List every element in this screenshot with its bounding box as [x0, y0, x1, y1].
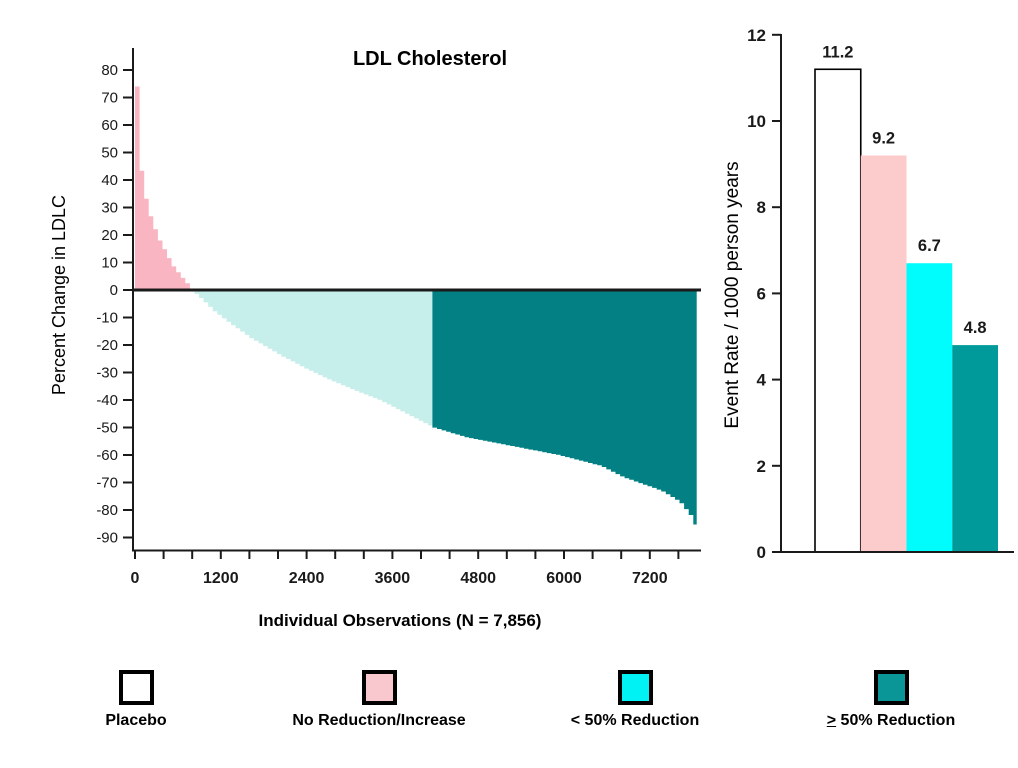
y-tick-label: -70 [96, 475, 118, 492]
x-tick-label: 2400 [289, 570, 325, 587]
legend-item-placebo: Placebo [26, 670, 246, 730]
y-tick-label: 0 [757, 543, 766, 562]
x-tick-label: 4800 [460, 570, 496, 587]
bar-value-label: 4.8 [964, 319, 987, 337]
x-tick-label: 1200 [203, 570, 239, 587]
legend-item--50-reduction: > 50% Reduction [781, 670, 1001, 730]
legend-label: Placebo [105, 712, 167, 729]
y-tick-label: -60 [96, 447, 118, 464]
legend-item--50-reduction: < 50% Reduction [525, 670, 745, 730]
area-lt50-reduction [194, 290, 433, 426]
area-no-reduction [135, 86, 195, 290]
y-tick-label: 0 [110, 282, 118, 299]
legend-swatch [617, 670, 653, 705]
y-tick-label: -20 [96, 337, 118, 354]
y-tick-label: -80 [96, 502, 118, 519]
y-tick-label: 12 [747, 26, 766, 45]
x-tick-label: 0 [131, 570, 140, 587]
waterfall-axes: 80 70 60 50 40 30 20 10 0 -10 -20 -30 -40 -50 -60 -70 -8… [96, 48, 701, 587]
y-tick-label: 6 [757, 284, 766, 303]
legend-swatch [873, 670, 909, 705]
x-tick-label: 3600 [375, 570, 411, 587]
legend-item-no-reduction-increase: No Reduction/Increase [269, 670, 489, 730]
y-axis-label-left: Percent Change in LDLC [49, 194, 69, 396]
y-tick-label: 8 [757, 198, 766, 217]
x-axis-label: Individual Observations (N = 7,856) [258, 611, 542, 630]
y-tick-label: 20 [101, 227, 118, 244]
legend-label: < 50% Reduction [570, 712, 700, 729]
y-tick-label: 50 [101, 145, 118, 162]
y-tick-label: 60 [101, 117, 118, 134]
bar-chart-bars: 11.2 9.2 6.7 4.8 [814, 43, 998, 553]
bar-value-label: 6.7 [918, 237, 941, 255]
y-tick-label: 10 [747, 112, 766, 131]
waterfall-chart: 80 70 60 50 40 30 20 10 0 -10 -20 -30 -40 -50 -60 -70 -8… [96, 48, 701, 587]
bar-chart-axes: 0 2 4 6 8 10 12 [747, 26, 1014, 562]
legend-swatch [361, 670, 397, 705]
y-tick-label: 4 [757, 371, 767, 390]
legend-swatch [118, 670, 154, 705]
area-ge50-reduction [432, 290, 697, 525]
y-tick-label: 40 [101, 172, 118, 189]
waterfall-areas [135, 86, 697, 525]
y-tick-label: 30 [101, 200, 118, 217]
legend-label: > 50% Reduction [826, 712, 956, 729]
x-tick-label: 6000 [546, 570, 582, 587]
bar-no-reduction-increase [860, 155, 907, 553]
y-tick-label: -30 [96, 365, 118, 382]
bar-chart: 11.2 9.2 6.7 4.8 0 2 4 6 8 10 12 [747, 26, 1014, 562]
y-tick-label: -10 [96, 310, 118, 327]
chart-title: LDL Cholesterol [352, 48, 508, 70]
y-tick-label: 70 [101, 90, 118, 107]
x-tick-label: 7200 [632, 570, 668, 587]
bar--50-reduction [952, 345, 998, 552]
bar-placebo [814, 68, 862, 553]
y-tick-label: -90 [96, 530, 118, 547]
y-tick-label: 80 [101, 62, 118, 79]
y-tick-label: 10 [101, 255, 118, 272]
y-tick-label: -40 [96, 392, 118, 409]
y-axis-label-right: Event Rate / 1000 person years [722, 161, 743, 429]
bar-value-label: 9.2 [872, 129, 895, 147]
y-tick-label: 2 [757, 457, 766, 476]
y-tick-label: -50 [96, 420, 118, 437]
bar-value-label: 11.2 [822, 43, 853, 61]
bar--50-reduction [906, 263, 953, 552]
legend-label: No Reduction/Increase [292, 712, 466, 729]
